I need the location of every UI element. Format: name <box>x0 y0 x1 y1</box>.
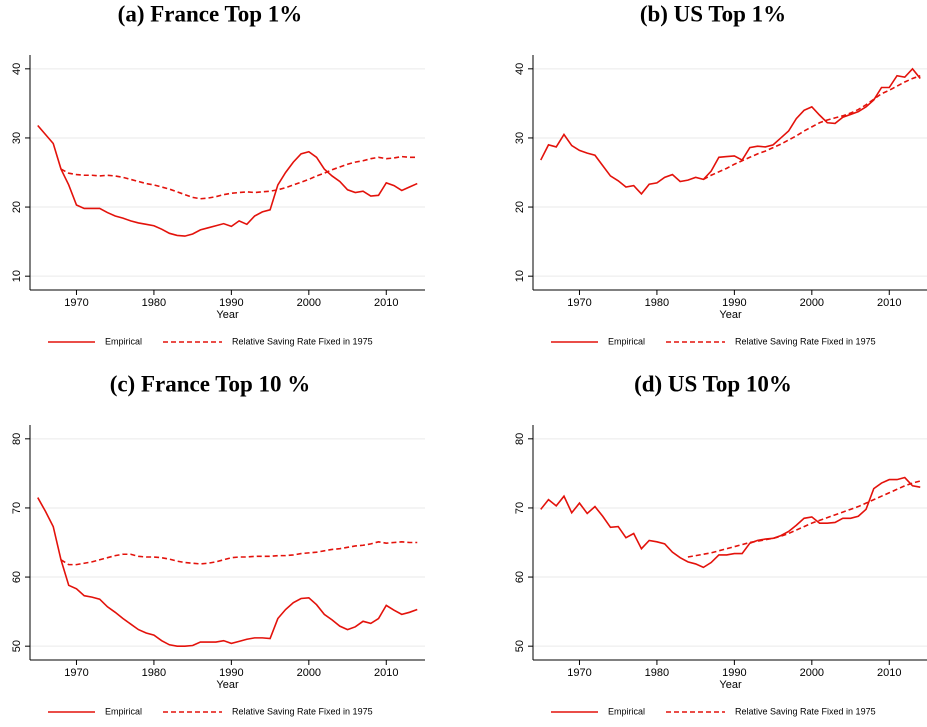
series-line <box>37 124 418 237</box>
panel-title: (c) France Top 10 % <box>110 371 311 396</box>
panel-title: (b) US Top 1% <box>640 1 786 26</box>
series-line <box>60 155 418 200</box>
x-tick-label: 1990 <box>722 297 746 309</box>
x-tick-label: 1980 <box>645 667 669 679</box>
y-tick-label: 10 <box>11 270 23 282</box>
x-tick-label: 2000 <box>297 667 321 679</box>
y-tick-label: 30 <box>514 132 526 144</box>
x-tick-label: 2000 <box>800 297 824 309</box>
x-tick-label: 2010 <box>374 667 398 679</box>
y-tick-label: 70 <box>11 502 23 514</box>
x-tick-label: 1970 <box>567 667 591 679</box>
x-axis-label: Year <box>719 309 742 321</box>
x-axis-label: Year <box>216 679 239 691</box>
x-tick-label: 2000 <box>297 297 321 309</box>
x-tick-label: 2000 <box>800 667 824 679</box>
x-tick-label: 1990 <box>722 667 746 679</box>
x-tick-label: 1970 <box>64 297 88 309</box>
x-axis-label: Year <box>719 679 742 691</box>
series-line <box>37 497 418 647</box>
legend-label: Relative Saving Rate Fixed in 1975 <box>232 706 373 716</box>
x-tick-label: 2010 <box>877 297 901 309</box>
y-tick-label: 30 <box>11 132 23 144</box>
legend-label: Empirical <box>608 336 645 346</box>
x-tick-label: 1980 <box>142 667 166 679</box>
x-tick-label: 2010 <box>877 667 901 679</box>
legend-label: Relative Saving Rate Fixed in 1975 <box>232 336 373 346</box>
series-line <box>540 67 921 196</box>
series-line <box>60 540 418 566</box>
y-tick-label: 20 <box>11 201 23 213</box>
panel-title: (a) France Top 1% <box>118 1 303 26</box>
y-tick-label: 80 <box>11 433 23 445</box>
y-tick-label: 70 <box>514 502 526 514</box>
legend-label: Relative Saving Rate Fixed in 1975 <box>735 706 876 716</box>
legend-label: Empirical <box>105 336 142 346</box>
x-tick-label: 1970 <box>64 667 88 679</box>
y-tick-label: 50 <box>11 640 23 652</box>
y-tick-label: 40 <box>11 63 23 75</box>
x-tick-label: 1970 <box>567 297 591 309</box>
y-tick-label: 40 <box>514 63 526 75</box>
y-tick-label: 80 <box>514 433 526 445</box>
y-tick-label: 10 <box>514 270 526 282</box>
legend-label: Relative Saving Rate Fixed in 1975 <box>735 336 876 346</box>
y-tick-label: 60 <box>11 571 23 583</box>
series-line <box>540 476 921 569</box>
series-line <box>687 480 921 558</box>
y-tick-label: 20 <box>514 201 526 213</box>
x-tick-label: 1980 <box>142 297 166 309</box>
y-tick-label: 50 <box>514 640 526 652</box>
x-tick-label: 2010 <box>374 297 398 309</box>
x-axis-label: Year <box>216 309 239 321</box>
y-tick-label: 60 <box>514 571 526 583</box>
legend-label: Empirical <box>608 706 645 716</box>
panel-title: (d) US Top 10% <box>634 371 792 396</box>
series-line <box>703 74 921 181</box>
legend-label: Empirical <box>105 706 142 716</box>
x-tick-label: 1980 <box>645 297 669 309</box>
x-tick-label: 1990 <box>219 297 243 309</box>
x-tick-label: 1990 <box>219 667 243 679</box>
